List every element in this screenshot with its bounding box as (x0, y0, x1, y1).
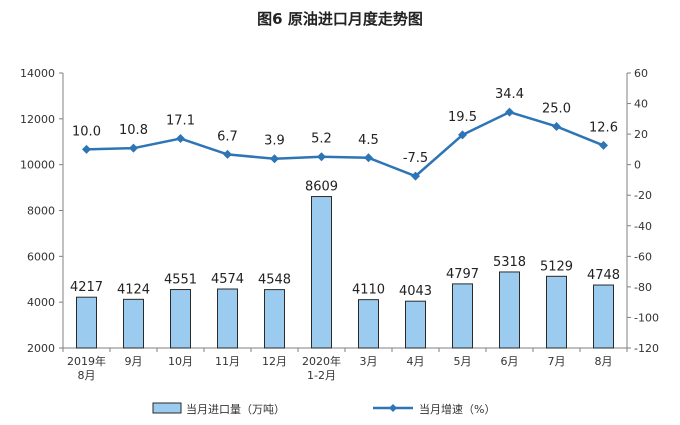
axes-layer: 2000 4000 6000 8000 10000 12000 14000 -120 -100 -… (20, 67, 659, 382)
bar (452, 283, 473, 349)
right-tick-label: 0 (634, 159, 641, 172)
growth-point (505, 107, 514, 117)
x-tick-label: 5月 (454, 355, 472, 368)
right-tick-label: 60 (634, 67, 648, 80)
bar (217, 288, 238, 349)
bar-value-label: 8609 (305, 180, 338, 195)
bar (499, 271, 520, 349)
bar (358, 299, 379, 349)
growth-value-label: -7.5 (403, 151, 428, 166)
bar (264, 289, 285, 349)
growth-value-label: 6.7 (217, 129, 238, 144)
x-tick-label: 9月 (125, 355, 143, 368)
growth-point (364, 153, 373, 163)
x-tick-label: 8月 (595, 355, 613, 368)
bar-value-label: 4217 (70, 280, 103, 295)
x-tick-label: 4月 (407, 355, 425, 368)
growth-value-label: 34.4 (495, 87, 524, 102)
x-tick-label: 7月 (548, 355, 566, 368)
growth-point (223, 149, 232, 159)
bar-value-label: 4797 (446, 267, 479, 282)
legend-line-marker (389, 404, 397, 412)
labels-layer: 4217 4124 4551 4574 4548 8609 4110 4043 4797 5318… (70, 87, 620, 299)
growth-point (411, 171, 420, 181)
bar-value-label: 4124 (117, 282, 150, 297)
left-tick-label: 2000 (27, 342, 55, 355)
growth-point (176, 134, 185, 144)
legend-bar-swatch (152, 402, 182, 414)
left-tick-label: 10000 (20, 159, 55, 172)
x-tick-label: 2019年 8月 (67, 354, 106, 382)
legend-bar-label: 当月进口量（万吨） (186, 402, 285, 416)
legend-layer: 当月进口量（万吨） 当月增速（%） (152, 402, 495, 416)
growth-point (552, 121, 561, 131)
growth-value-label: 12.6 (589, 120, 618, 135)
bars-layer (76, 196, 614, 349)
bar-value-label: 4548 (258, 273, 291, 288)
right-tick-label: -80 (634, 281, 652, 294)
growth-value-label: 3.9 (264, 134, 285, 149)
growth-line (86, 110, 604, 178)
right-tick-label: -40 (634, 220, 652, 233)
left-tick-label: 4000 (27, 296, 55, 309)
bar-value-label: 4574 (211, 272, 244, 287)
x-tick-label: 12月 (262, 355, 287, 368)
right-tick-label: 20 (634, 128, 648, 141)
x-tick-label: 10月 (168, 355, 193, 368)
bar (170, 289, 191, 349)
bar (76, 296, 97, 349)
growth-value-label: 10.8 (119, 123, 148, 138)
left-tick-label: 12000 (20, 113, 55, 126)
growth-point (129, 143, 138, 153)
bar-value-label: 4748 (587, 268, 620, 283)
legend-line-label: 当月增速（%） (419, 402, 495, 416)
chart-title: 图6 原油进口月度走势图 (257, 10, 423, 28)
bar (593, 284, 614, 349)
bar-value-label: 5318 (493, 255, 526, 270)
x-tick-label: 3月 (360, 355, 378, 368)
growth-value-label: 17.1 (166, 114, 195, 129)
growth-value-label: 19.5 (448, 110, 477, 125)
growth-value-label: 5.2 (311, 132, 332, 147)
bar-value-label: 4043 (399, 284, 432, 299)
x-tick-label: 6月 (501, 355, 519, 368)
x-tick-label: 2020年 1-2月 (302, 354, 341, 382)
growth-point (599, 140, 608, 150)
growth-point (82, 144, 91, 154)
right-tick-label: -60 (634, 250, 652, 263)
growth-point (458, 130, 467, 140)
right-tick-label: -120 (634, 342, 659, 355)
bar (311, 196, 332, 349)
bar-value-label: 5129 (540, 259, 573, 274)
left-tick-label: 6000 (27, 250, 55, 263)
growth-value-label: 10.0 (72, 124, 101, 139)
growth-point (270, 154, 279, 164)
right-tick-label: -20 (634, 189, 652, 202)
growth-value-label: 25.0 (542, 101, 571, 116)
left-tick-label: 14000 (20, 67, 55, 80)
right-tick-label: 40 (634, 98, 648, 111)
bar (546, 275, 567, 349)
bar (123, 298, 144, 349)
right-tick-label: -100 (634, 311, 659, 324)
bar (405, 300, 426, 349)
bar-value-label: 4110 (352, 283, 385, 298)
bar-value-label: 4551 (164, 273, 197, 288)
left-tick-label: 8000 (27, 205, 55, 218)
x-tick-label: 11月 (215, 355, 240, 368)
growth-value-label: 4.5 (358, 133, 379, 148)
line-layer (82, 107, 608, 181)
growth-point (317, 152, 326, 162)
